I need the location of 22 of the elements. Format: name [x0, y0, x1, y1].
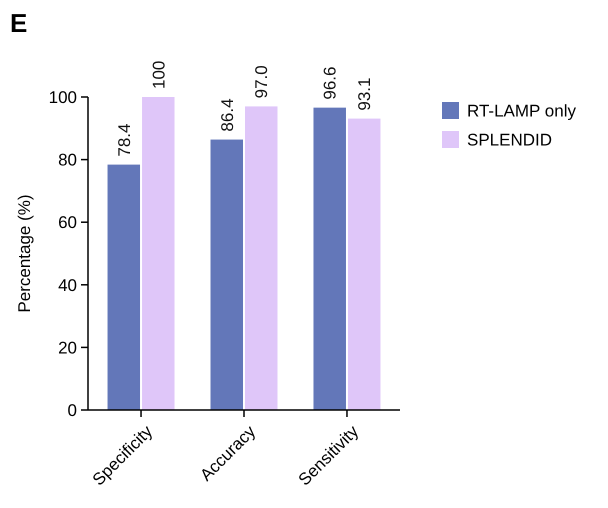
- legend-label: RT-LAMP only: [467, 101, 576, 120]
- y-tick-label: 40: [58, 276, 77, 295]
- data-label: 86.4: [218, 98, 237, 132]
- data-label: 93.1: [355, 78, 374, 111]
- text: E: [10, 8, 28, 38]
- y-tick-label: 60: [58, 213, 77, 232]
- bar: [245, 106, 278, 410]
- data-label: 78.4: [114, 124, 134, 157]
- y-axis-title: Percentage (%): [15, 194, 34, 313]
- bar: [142, 97, 175, 410]
- y-tick-label: 20: [58, 338, 77, 358]
- bar: [108, 164, 140, 410]
- bar: [348, 118, 380, 410]
- bar: [313, 108, 346, 410]
- y-tick-label: 80: [58, 150, 77, 170]
- data-label: 96.6: [320, 66, 340, 100]
- data-label: 97.0: [252, 65, 272, 98]
- legend-label: SPLENDID: [467, 130, 552, 150]
- y-tick-label: 100: [48, 88, 77, 107]
- bar: [210, 140, 243, 410]
- data-label: 100: [149, 60, 168, 89]
- y-tick-label: 0: [68, 400, 77, 420]
